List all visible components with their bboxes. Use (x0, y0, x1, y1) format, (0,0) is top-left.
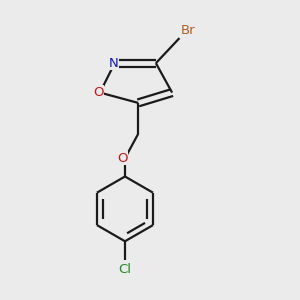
Text: Cl: Cl (118, 263, 131, 276)
Text: N: N (108, 57, 118, 70)
Text: Br: Br (181, 24, 196, 37)
Text: O: O (93, 86, 104, 99)
Text: O: O (117, 152, 127, 165)
